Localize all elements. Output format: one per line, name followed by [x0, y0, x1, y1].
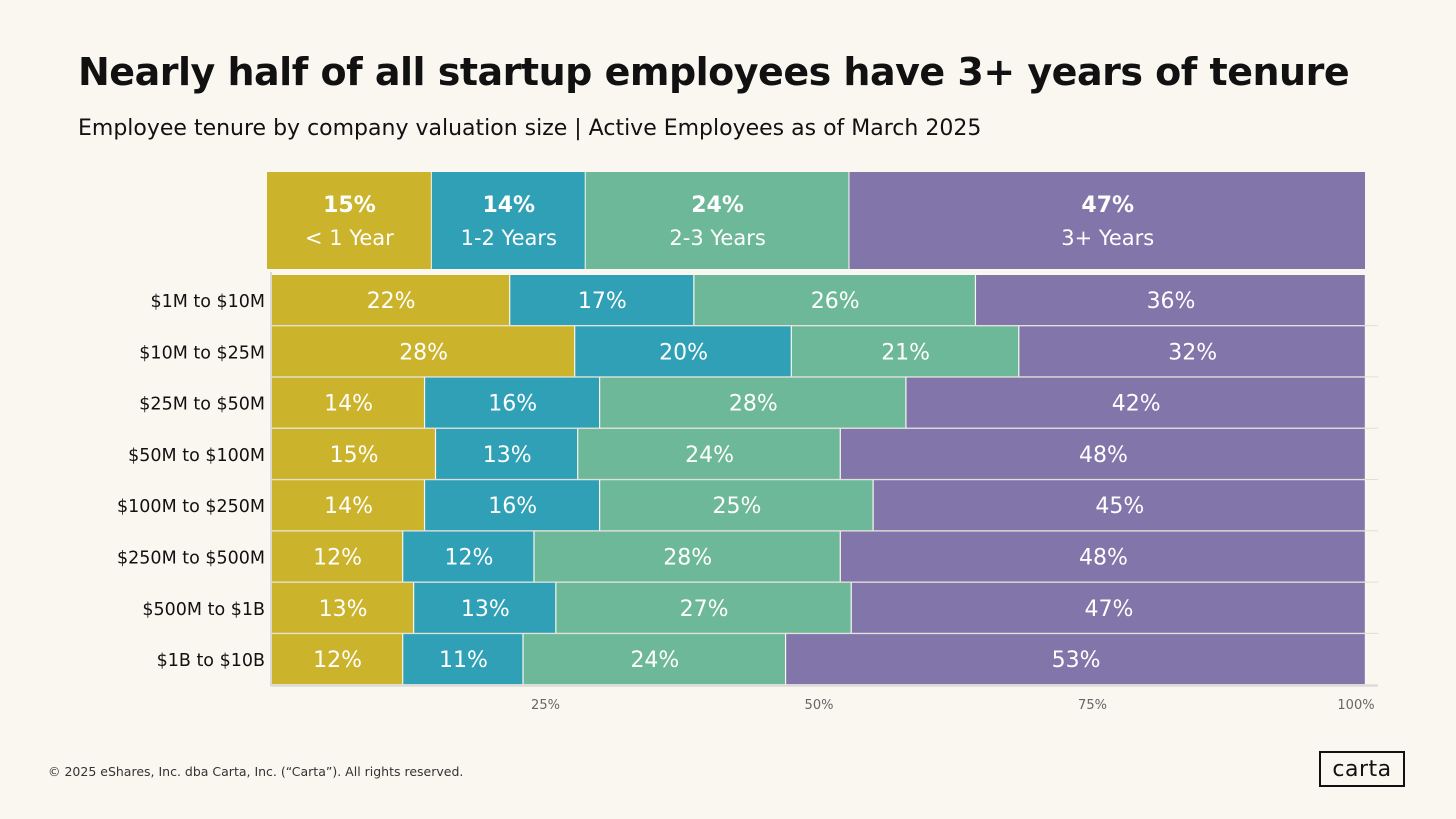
bar-segment-1-year [272, 275, 510, 325]
bar-segment-1-2-years [436, 428, 578, 479]
total-value-label: 24% [691, 193, 744, 218]
bar-segment-2-3-years [791, 326, 1019, 377]
legend-entry-label: 3+ Years [1061, 226, 1154, 250]
legend-entry-label: 1-2 Years [461, 226, 557, 250]
bar-segment-1-year [272, 480, 424, 531]
legend-entry-label: 2-3 Years [669, 226, 765, 250]
data-label: 45% [1095, 494, 1144, 519]
copyright-footer: © 2025 eShares, Inc. dba Carta, Inc. (“C… [48, 764, 464, 779]
bar-segment-3-years [873, 480, 1365, 531]
data-label: 25% [712, 494, 761, 519]
x-tick-label: 100% [1337, 698, 1374, 713]
data-label: 12% [313, 546, 362, 571]
data-label: 17% [578, 289, 627, 314]
legend-entry-label: < 1 Year [305, 226, 394, 250]
total-segment-1-2-years [431, 172, 585, 269]
data-label: 20% [659, 340, 708, 365]
data-label: 48% [1079, 546, 1128, 571]
bar-segment-2-3-years [578, 428, 840, 479]
bar-segment-3-years [840, 531, 1365, 582]
bar-segment-3-years [976, 275, 1365, 325]
category-label: $1M to $10M [150, 292, 265, 312]
data-label: 28% [663, 546, 712, 571]
data-label: 13% [461, 597, 510, 622]
category-label: $10M to $25M [139, 343, 265, 363]
category-label: $100M to $250M [117, 497, 265, 517]
data-label: 32% [1168, 340, 1217, 365]
bar-segment-1-2-years [425, 377, 599, 428]
bar-segment-1-2-years [510, 275, 694, 325]
category-label: $25M to $50M [139, 395, 265, 415]
bar-segment-2-3-years [556, 582, 851, 633]
bar-segment-1-2-years [403, 634, 523, 685]
data-label: 24% [685, 443, 734, 468]
data-label: 28% [399, 340, 448, 365]
data-label: 47% [1084, 597, 1133, 622]
x-tick-label: 25% [531, 698, 560, 713]
data-label: 53% [1052, 648, 1101, 673]
category-label: $1B to $10B [157, 651, 265, 671]
bar-segment-2-3-years [600, 377, 906, 428]
data-label: 21% [881, 340, 930, 365]
bar-segment-3-years [906, 377, 1365, 428]
bar-segment-2-3-years [534, 531, 840, 582]
total-value-label: 14% [482, 193, 535, 218]
bar-segment-3-years [851, 582, 1365, 633]
bar-segment-2-3-years [600, 480, 873, 531]
data-label: 13% [319, 597, 368, 622]
total-segment-1-year [267, 172, 431, 269]
bar-segment-2-3-years [523, 634, 785, 685]
data-label: 16% [488, 392, 537, 417]
category-label: $250M to $500M [117, 549, 265, 569]
category-label: $500M to $1B [142, 600, 265, 620]
category-label: $50M to $100M [128, 446, 265, 466]
total-value-label: 47% [1081, 193, 1134, 218]
bar-segment-1-year [272, 428, 435, 479]
data-label: 12% [444, 546, 493, 571]
x-tick-label: 75% [1078, 698, 1107, 713]
data-label: 42% [1112, 392, 1161, 417]
data-label: 14% [324, 494, 373, 519]
data-label: 26% [811, 289, 860, 314]
data-label: 12% [313, 648, 362, 673]
data-label: 48% [1079, 443, 1128, 468]
data-label: 24% [630, 648, 679, 673]
data-label: 11% [439, 648, 488, 673]
x-tick-label: 50% [805, 698, 834, 713]
total-value-label: 15% [323, 193, 376, 218]
bar-segment-3-years [1019, 326, 1365, 377]
data-label: 15% [330, 443, 379, 468]
chart-subtitle: Employee tenure by company valuation siz… [78, 116, 982, 141]
total-segment-2-3-years [585, 172, 849, 269]
bar-segment-1-year [272, 531, 403, 582]
data-label: 13% [483, 443, 532, 468]
chart-title: Nearly half of all startup employees hav… [78, 50, 1350, 94]
data-label: 22% [367, 289, 416, 314]
bar-segment-3-years [840, 428, 1365, 479]
bar-segment-1-year [272, 326, 575, 377]
bar-segment-1-year [272, 377, 424, 428]
total-segment-3-years [849, 172, 1365, 269]
carta-logo: carta [1319, 751, 1405, 787]
bar-segment-2-3-years [694, 275, 975, 325]
data-label: 16% [488, 494, 537, 519]
data-label: 28% [729, 392, 778, 417]
bar-segment-1-2-years [403, 531, 534, 582]
bar-segment-1-2-years [575, 326, 791, 377]
data-label: 36% [1147, 289, 1196, 314]
bar-segment-1-2-years [425, 480, 599, 531]
bar-segment-1-year [272, 582, 414, 633]
bar-segment-1-2-years [414, 582, 556, 633]
bar-segment-1-year [272, 634, 403, 685]
data-label: 14% [324, 392, 373, 417]
bar-segment-3-years [786, 634, 1365, 685]
data-label: 27% [680, 597, 729, 622]
